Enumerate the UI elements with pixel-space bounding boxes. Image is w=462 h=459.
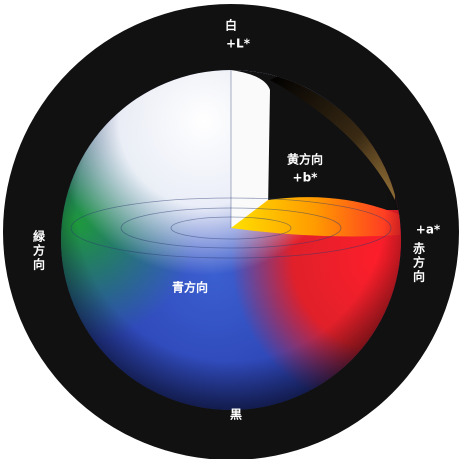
label-blue: 青方向 bbox=[172, 280, 208, 295]
label-green: 緑方向 bbox=[32, 229, 46, 272]
sphere bbox=[61, 70, 401, 410]
label-a-axis: +a* bbox=[416, 223, 441, 237]
label-l-axis: +L* bbox=[226, 37, 251, 51]
label-b-axis: +b* bbox=[293, 171, 319, 185]
label-black: 黒 bbox=[230, 408, 242, 422]
label-white: 白 bbox=[225, 18, 237, 33]
label-red: 赤方向 bbox=[412, 241, 426, 284]
label-yellow: 黄方向 bbox=[287, 152, 323, 167]
